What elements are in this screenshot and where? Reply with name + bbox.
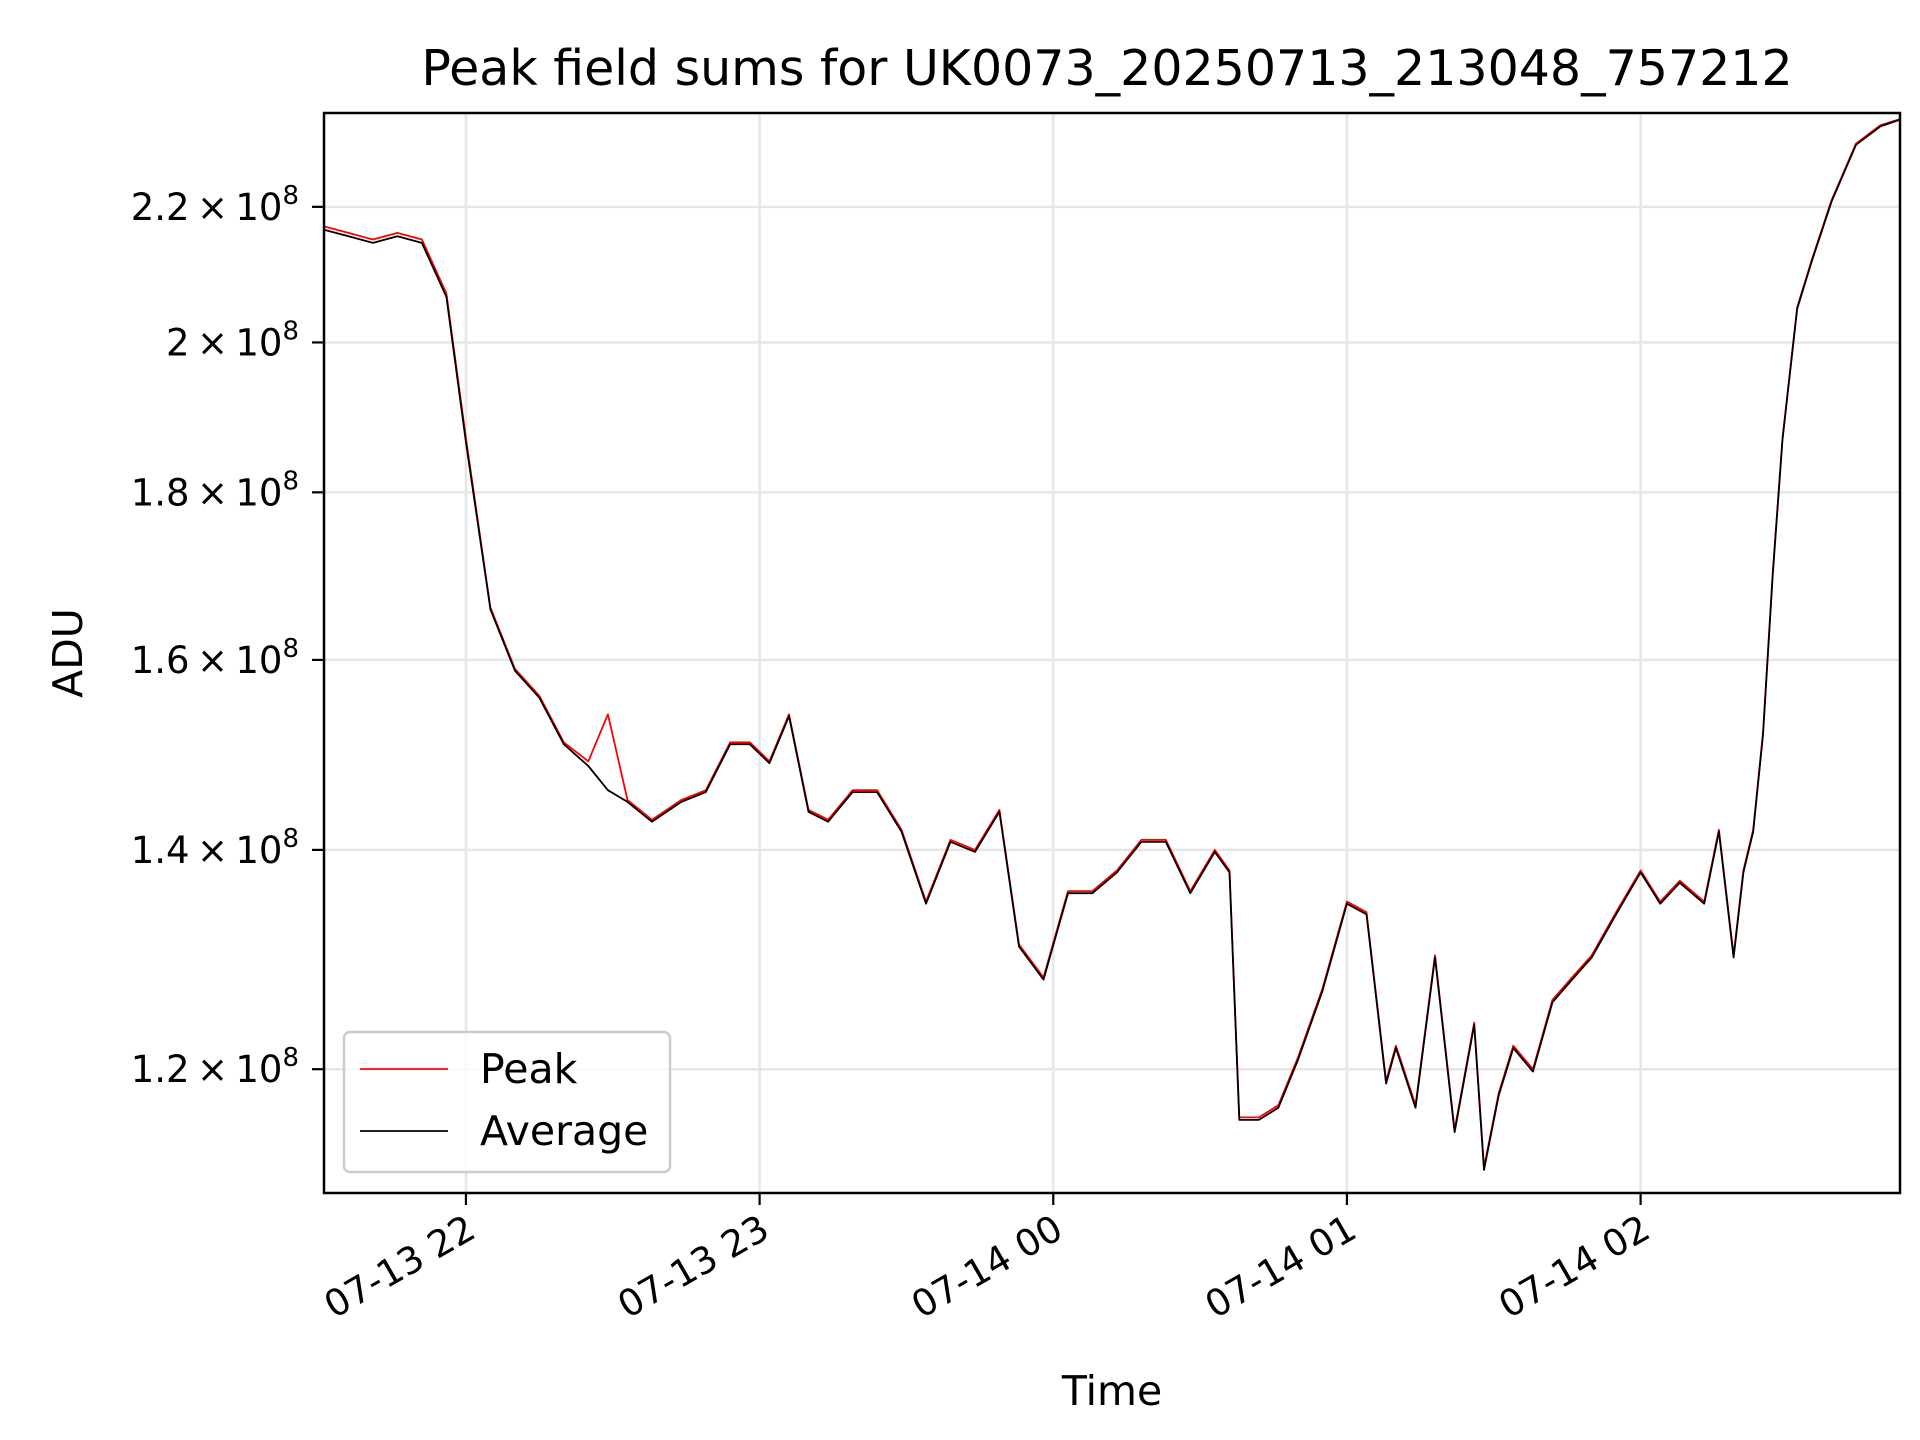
legend-box [342, 1030, 672, 1174]
y-tick-label: 2.2 × 108 [131, 181, 299, 229]
legend-label-average: Average [480, 1107, 648, 1155]
series-layer [323, 118, 1901, 1171]
legend-label-peak: Peak [480, 1045, 578, 1093]
y-tick-label: 1.8 × 108 [131, 466, 299, 514]
plot-frame [322, 111, 1902, 1195]
y-axis: 1.2 × 108 1.4 × 108 1.6 × 108 1.8 × 108 2 × … [131, 181, 324, 1091]
y-tick-label: 1.6 × 108 [131, 634, 299, 682]
y-tick-label: 2 × 108 [166, 316, 299, 364]
x-axis-label: Time [1061, 1367, 1162, 1415]
chart-title: Peak field sums for UK0073_20250713_2130… [421, 40, 1792, 97]
legend: Peak Average [342, 1030, 672, 1174]
y-axis-label: ADU [44, 608, 92, 698]
series-line-average [323, 118, 1901, 1171]
y-tick-label: 1.4 × 108 [131, 824, 299, 872]
y-tick-label: 1.2 × 108 [131, 1043, 299, 1091]
grid [324, 113, 1900, 1193]
